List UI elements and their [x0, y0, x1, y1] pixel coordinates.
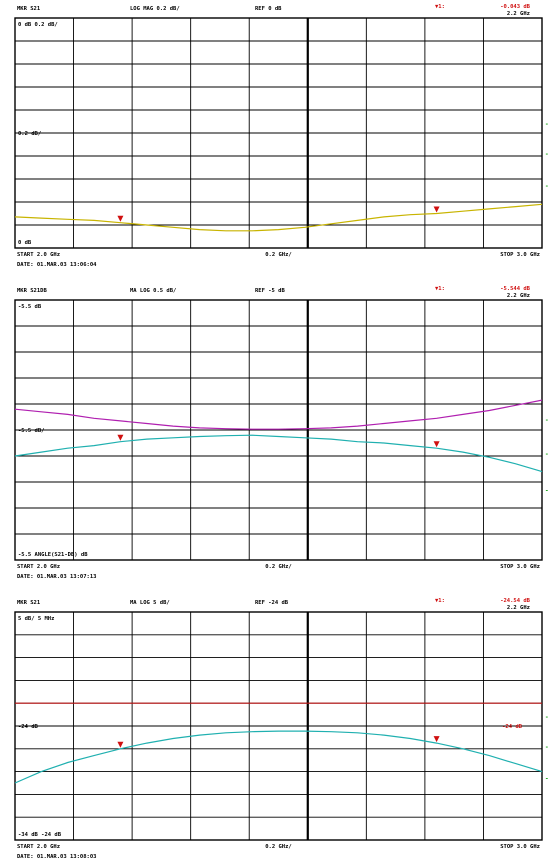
header-center: MA LOG 5 dB/ [130, 600, 170, 606]
footer-center: 0.2 GHz/ [265, 564, 292, 570]
series-line-2 [14, 730, 543, 784]
footer-center: 0.2 GHz/ [265, 252, 292, 258]
side-tick: - [545, 714, 549, 721]
marker-readout-label: ▼1: [435, 286, 445, 292]
level-label: -5.5 dB/ [18, 428, 45, 434]
header-left: MKR S21DB [17, 288, 47, 294]
header-left: MKR S21 [17, 600, 41, 606]
series-line-1 [14, 399, 543, 430]
chart-panel-2: MKR S21DB MA LOG 0.5 dB/REF -5 dB ▼1: -5.54… [14, 286, 549, 580]
marker-readout-freq: 2.2 GHz [507, 605, 530, 611]
footer-center: 0.2 GHz/ [265, 844, 292, 850]
marker-readout-freq: 2.2 GHz [507, 293, 530, 299]
side-tick: - [545, 121, 549, 128]
series-line-2 [14, 434, 543, 473]
footer-start: START 2.0 GHz [17, 252, 60, 258]
ref-label: 5 dB/ 5 MHz [18, 616, 54, 622]
marker-2 [433, 441, 440, 448]
marker-readout-label: ▼1: [435, 598, 445, 604]
marker-1 [117, 434, 124, 441]
footer-stop: STOP 3.0 GHz [500, 564, 540, 570]
footer-start: START 2.0 GHz [17, 564, 60, 570]
series-line-1 [14, 203, 543, 232]
side-tick: - [545, 744, 549, 751]
marker-1 [117, 215, 124, 222]
header-left: MKR S21 [17, 6, 41, 12]
header-center: LOG MAG 0.2 dB/ [130, 6, 180, 12]
footer-date: DATE: 01.MAR.03 13:06:04 [17, 262, 97, 268]
footer-date: DATE: 01.MAR.03 13:08:03 [17, 854, 96, 859]
side-tick: - [545, 183, 549, 190]
marker-2 [433, 206, 440, 213]
header-right: REF -24 dB [255, 600, 289, 606]
level-label-right: -24 dB [502, 724, 523, 730]
bottom-left-label: 0 dB [18, 240, 32, 246]
footer-start: START 2.0 GHz [17, 844, 60, 850]
side-tick: - [545, 776, 549, 783]
marker-2 [433, 736, 440, 743]
footer-stop: STOP 3.0 GHz [500, 252, 540, 258]
side-tick: - [545, 487, 549, 494]
ref-label: 0 dB 0.2 dB/ [18, 22, 58, 28]
level-label: 0.2 dB/ [18, 131, 42, 137]
marker-readout-value: -0.043 dB [500, 4, 530, 10]
marker-readout-label: ▼1: [435, 4, 445, 10]
bottom-left-label: -34 dB -24 dB [18, 832, 62, 838]
side-tick: - [545, 417, 549, 424]
header-right: REF -5 dB [255, 288, 285, 294]
footer-date: DATE: 01.MAR.03 13:07:13 [17, 574, 96, 580]
header-center: MA LOG 0.5 dB/ [130, 288, 177, 294]
side-tick: - [545, 451, 549, 458]
ref-label: -5.5 dB [18, 304, 42, 310]
side-tick: - [545, 151, 549, 158]
marker-readout-freq: 2.2 GHz [507, 11, 530, 17]
marker-readout-value: -5.544 dB [500, 286, 530, 292]
chart-panel-3: MKR S21 MA LOG 5 dB/REF -24 dB ▼1: -24.54 d… [14, 598, 549, 859]
level-label: -24 dB [18, 724, 39, 730]
chart-panel-1: MKR S21 LOG MAG 0.2 dB/REF 0 dB ▼1: -0.043 … [14, 4, 549, 268]
header-right: REF 0 dB [255, 6, 282, 12]
bottom-left-label: -5.5 ANGLE(S21-DB) dB [18, 552, 88, 558]
footer-stop: STOP 3.0 GHz [500, 844, 540, 850]
marker-readout-value: -24.54 dB [500, 598, 530, 604]
marker-1 [117, 741, 124, 748]
